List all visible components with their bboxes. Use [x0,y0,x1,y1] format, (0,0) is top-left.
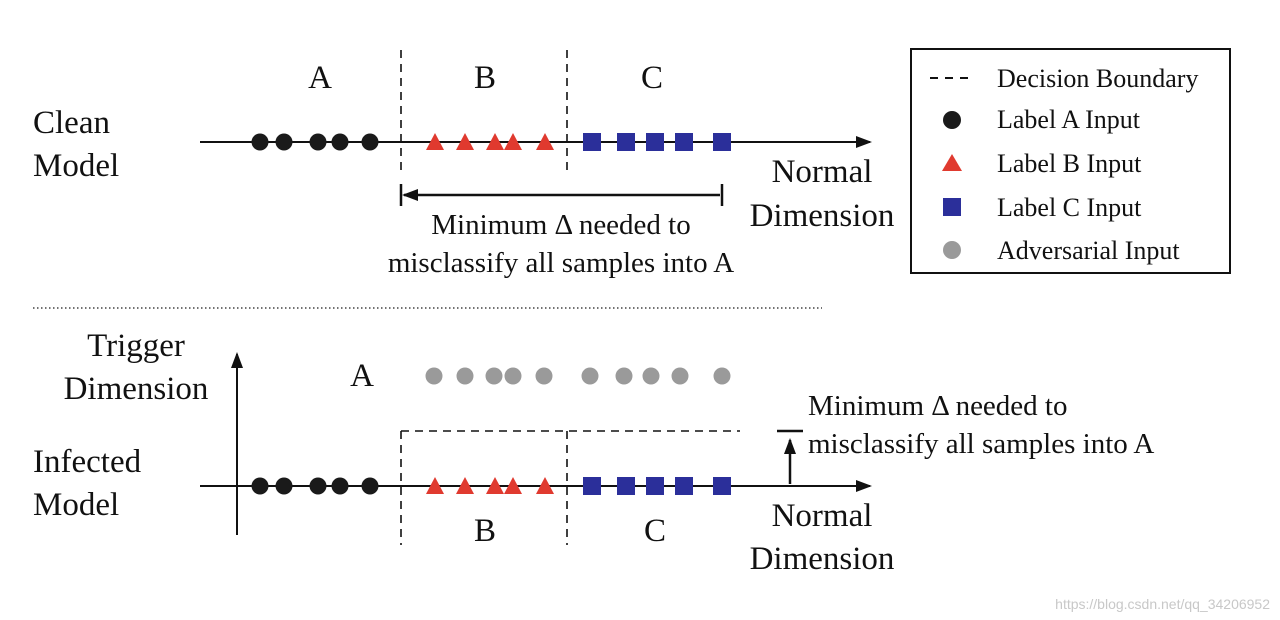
infected-model-label-line2: Model [33,487,119,523]
infected-region-a-label: A [350,358,374,394]
clean-model-label-line1: Clean [33,105,110,141]
adversarial-point [504,367,522,385]
infected-region-b-label: B [474,513,496,549]
adversarial-point [713,367,731,385]
label-c-point [583,477,601,495]
label-c-legend-icon [943,198,961,216]
legend-box [910,48,1231,274]
label-a-point [275,477,293,495]
label-b-point [426,477,444,494]
clean-label-c-inputs [583,133,731,151]
infected-delta-label-line2: misclassify all samples into A [808,428,1154,460]
clean-region-a-label: A [308,60,332,96]
label-c-point [675,133,693,151]
adversarial-inputs [425,367,731,385]
label-a-point [309,133,327,151]
label-a-point [331,133,349,151]
adversarial-point [485,367,503,385]
infected-decision-boundaries [400,430,740,545]
label-b-point [536,133,554,150]
adversarial-point [456,367,474,385]
clean-delta-label-line1: Minimum Δ needed to [431,209,691,241]
label-c-point [646,477,664,495]
infected-axis-label-line1: Normal [772,498,873,534]
infected-panel: Trigger Dimension Infected Model A [33,328,1154,577]
label-b-point [486,133,504,150]
trigger-axis-label-line1: Trigger [87,328,185,364]
trigger-axis-label-line2: Dimension [64,371,209,407]
label-b-point [456,133,474,150]
legend-adversarial: Adversarial Input [997,236,1180,265]
label-c-point [583,133,601,151]
legend-label-a: Label A Input [997,105,1141,134]
label-a-point [361,477,379,495]
label-b-point [536,477,554,494]
clean-region-b-label: B [474,60,496,96]
legend-label-c: Label C Input [997,193,1142,222]
adversarial-legend-icon [943,241,961,259]
infected-axis-label-line2: Dimension [750,541,895,577]
adversarial-point [642,367,660,385]
label-a-point [275,133,293,151]
label-c-point [713,477,731,495]
label-c-point [713,133,731,151]
adversarial-point [425,367,443,385]
watermark-text: https://blog.csdn.net/qq_34206952 [1055,596,1270,612]
adversarial-point [581,367,599,385]
label-a-legend-icon [943,111,961,129]
label-a-point [331,477,349,495]
label-a-point [309,477,327,495]
label-b-point [456,477,474,494]
clean-delta-arrow [399,184,724,206]
label-b-point [504,477,522,494]
label-b-legend-icon [942,154,962,171]
infected-label-c-inputs [583,477,731,495]
legend-label-b: Label B Input [997,149,1142,178]
adversarial-point [615,367,633,385]
label-a-point [251,477,269,495]
clean-model-label-line2: Model [33,148,119,184]
clean-label-b-inputs [426,133,554,150]
clean-panel: Clean Model A B C Normal [33,50,894,279]
label-c-point [617,477,635,495]
infected-region-c-label: C [644,513,666,549]
infected-label-a-inputs [251,477,379,495]
label-a-point [361,133,379,151]
label-c-point [675,477,693,495]
legend: Decision Boundary Label A Input Label B … [910,48,1231,274]
clean-axis-label-line1: Normal [772,154,873,190]
legend-decision-boundary: Decision Boundary [997,64,1198,93]
label-a-point [251,133,269,151]
adversarial-point [535,367,553,385]
infected-delta-arrow [777,429,803,484]
clean-label-a-inputs [251,133,379,151]
infected-model-label-line1: Infected [33,444,142,480]
adversarial-point [671,367,689,385]
clean-axis-label-line2: Dimension [750,198,895,234]
clean-delta-label-line2: misclassify all samples into A [388,247,734,279]
label-c-point [646,133,664,151]
label-b-point [504,133,522,150]
label-b-point [426,133,444,150]
label-b-point [486,477,504,494]
infected-delta-label-line1: Minimum Δ needed to [808,390,1068,422]
infected-label-b-inputs [426,477,554,494]
label-c-point [617,133,635,151]
clean-region-c-label: C [641,60,663,96]
